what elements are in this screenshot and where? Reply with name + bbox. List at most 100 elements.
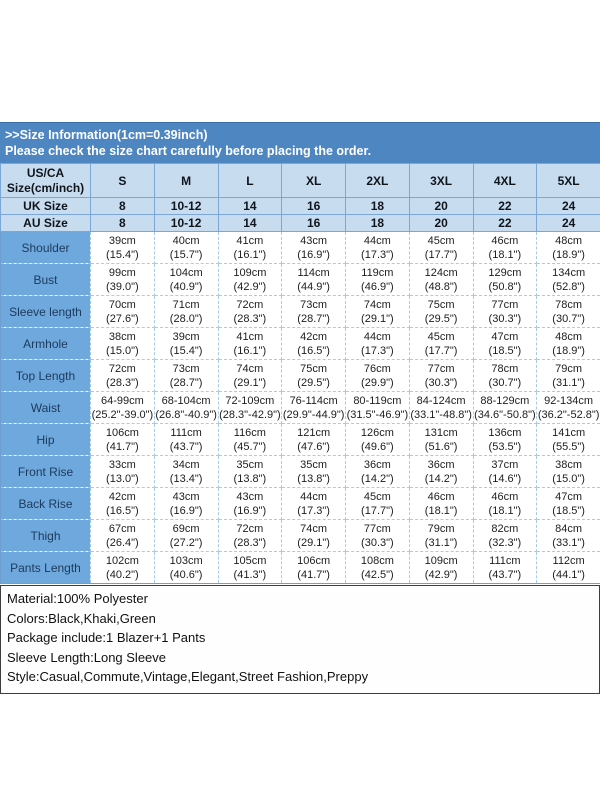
measurement-value-cell: 78cm (30.7") xyxy=(472,359,538,392)
measurement-inch-value: (29.1") xyxy=(233,376,267,389)
measurement-value-cell: 136cm (53.5") xyxy=(472,423,538,456)
measurement-inch-value: (15.0") xyxy=(552,472,585,485)
measurement-value-cell: 71cm (28.0") xyxy=(153,295,219,328)
measurement-inch-value: (50.8") xyxy=(488,280,522,293)
measurement-inch-value: (27.2") xyxy=(169,536,203,549)
measurement-value-cell: 68-104cm (26.8"-40.9") xyxy=(153,391,219,424)
measurement-inch-value: (29.1") xyxy=(297,536,330,549)
measurement-cm-value: 44cm xyxy=(363,330,391,343)
measurement-cm-value: 92-134cm xyxy=(544,394,594,407)
measurement-cm-value: 108cm xyxy=(360,554,394,567)
conversion-value-cell: 24 xyxy=(536,197,600,215)
measurement-inch-value: (42.9") xyxy=(233,280,267,293)
measurement-cm-value: 45cm xyxy=(427,234,455,247)
measurement-row-label: Front Rise xyxy=(0,455,91,488)
measurement-inch-value: (40.6") xyxy=(169,568,203,581)
measurement-row-label: Pants Length xyxy=(0,551,91,584)
conversion-value-cell: 8 xyxy=(90,197,155,215)
measurement-inch-value: (13.8") xyxy=(297,472,330,485)
measurement-value-cell: 76-114cm (29.9"-44.9") xyxy=(281,391,346,424)
measurement-cm-value: 80-119cm xyxy=(353,394,402,407)
measurement-cm-value: 72-109cm xyxy=(225,394,275,407)
measurement-row-shoulder: Shoulder 39cm (15.4") 40cm (15.7") 41cm (16.1"… xyxy=(0,231,600,264)
measurement-row-hip: Hip 106cm (41.7") 111cm (43.7") 116cm (45.7") 1… xyxy=(0,423,600,456)
measurement-row-top-length: Top Length 72cm (28.3") 73cm (28.7") 74cm (29.… xyxy=(0,359,600,392)
conversion-value-cell: 24 xyxy=(536,214,600,232)
measurement-value-cell: 77cm (30.3") xyxy=(345,519,410,552)
measurement-cm-value: 119cm xyxy=(361,266,394,279)
measurement-value-cell: 44cm (17.3") xyxy=(345,231,410,264)
measurement-value-cell: 80-119cm (31.5"-46.9") xyxy=(345,391,410,424)
measurement-cm-value: 67cm xyxy=(108,522,136,535)
measurement-cm-value: 72cm xyxy=(108,362,136,375)
measurement-inch-value: (17.7") xyxy=(361,504,394,517)
measurement-value-cell: 75cm (29.5") xyxy=(408,295,474,328)
measurement-inch-value: (16.5") xyxy=(297,344,330,357)
measurement-inch-value: (49.6") xyxy=(361,440,394,453)
conversion-row-au: AU Size 8 10-12 14 16 18 20 22 24 xyxy=(0,214,600,232)
measurement-inch-value: (16.1") xyxy=(233,248,267,261)
measurement-cm-value: 141cm xyxy=(552,426,586,439)
measurement-value-cell: 131cm (51.6") xyxy=(408,423,474,456)
measurement-value-cell: 39cm (15.4") xyxy=(153,327,219,360)
measurement-row-back-rise: Back Rise 42cm (16.5") 43cm (16.9") 43cm (16.9… xyxy=(0,487,600,520)
measurement-cm-value: 42cm xyxy=(108,490,136,503)
measurement-row-label: Thigh xyxy=(0,519,91,552)
measurement-value-cell: 44cm (17.3") xyxy=(345,327,410,360)
measurement-cm-value: 45cm xyxy=(427,330,455,343)
measurement-inch-value: (47.6") xyxy=(297,440,330,453)
measurement-value-cell: 74cm (29.1") xyxy=(345,295,410,328)
measurement-inch-value: (45.7") xyxy=(233,440,267,453)
measurement-cm-value: 47cm xyxy=(555,490,583,503)
measurement-cm-value: 47cm xyxy=(491,330,519,343)
measurement-value-cell: 124cm (48.8") xyxy=(408,263,474,296)
measurement-inch-value: (15.4") xyxy=(106,248,139,261)
measurement-cm-value: 43cm xyxy=(236,490,264,503)
product-info-line: Colors:Black,Khaki,Green xyxy=(7,610,156,626)
measurement-inch-value: (13.0") xyxy=(106,472,139,485)
measurement-cm-value: 106cm xyxy=(105,426,139,439)
measurement-inch-value: (41.7") xyxy=(106,440,139,453)
measurement-cm-value: 74cm xyxy=(236,362,264,375)
measurement-inch-value: (28.7") xyxy=(297,312,330,325)
measurement-cm-value: 124cm xyxy=(424,266,458,279)
measurement-cm-value: 88-129cm xyxy=(480,394,530,407)
measurement-cm-value: 129cm xyxy=(488,266,522,279)
measurement-cm-value: 35cm xyxy=(300,458,328,471)
measurement-cm-value: 109cm xyxy=(424,554,458,567)
measurement-inch-value: (31.5"-46.9") xyxy=(346,408,409,421)
measurement-value-cell: 73cm (28.7") xyxy=(281,295,346,328)
measurement-cm-value: 38cm xyxy=(108,330,136,343)
measurement-inch-value: (44.9") xyxy=(297,280,330,293)
measurement-value-cell: 114cm (44.9") xyxy=(281,263,346,296)
measurement-cm-value: 69cm xyxy=(172,522,200,535)
measurement-value-cell: 79cm (31.1") xyxy=(536,359,600,392)
measurement-inch-value: (18.5") xyxy=(488,344,522,357)
measurement-cm-value: 76cm xyxy=(363,362,391,375)
measurement-value-cell: 72-109cm (28.3"-42.9") xyxy=(217,391,283,424)
measurement-value-cell: 78cm (30.7") xyxy=(536,295,600,328)
conversion-value-cell: 20 xyxy=(408,197,474,215)
measurement-value-cell: 79cm (31.1") xyxy=(408,519,474,552)
measurement-inch-value: (34.6"-50.8") xyxy=(474,408,536,421)
measurement-value-cell: 105cm (41.3") xyxy=(217,551,283,584)
measurement-cm-value: 78cm xyxy=(491,362,519,375)
measurement-cm-value: 44cm xyxy=(300,490,328,503)
measurement-value-cell: 46cm (18.1") xyxy=(472,487,538,520)
measurement-cm-value: 43cm xyxy=(172,490,200,503)
measurement-value-cell: 111cm (43.7") xyxy=(153,423,219,456)
measurement-cm-value: 48cm xyxy=(555,330,583,343)
measurement-cm-value: 105cm xyxy=(233,554,267,567)
measurement-inch-value: (18.1") xyxy=(424,504,458,517)
measurement-inch-value: (14.2") xyxy=(361,472,394,485)
measurement-cm-value: 75cm xyxy=(300,362,328,375)
conversion-value-cell: 8 xyxy=(90,214,155,232)
measurement-cm-value: 35cm xyxy=(236,458,264,471)
measurement-inch-value: (16.5") xyxy=(106,504,139,517)
size-header-row: US/CA Size(cm/inch) S M L XL 2XL 3XL 4XL 5XL xyxy=(0,163,600,198)
size-column-header-s: S xyxy=(90,163,155,198)
size-column-header-l: L xyxy=(217,163,283,198)
measurement-value-cell: 64-99cm (25.2"-39.0") xyxy=(90,391,155,424)
measurement-cm-value: 41cm xyxy=(236,330,264,343)
